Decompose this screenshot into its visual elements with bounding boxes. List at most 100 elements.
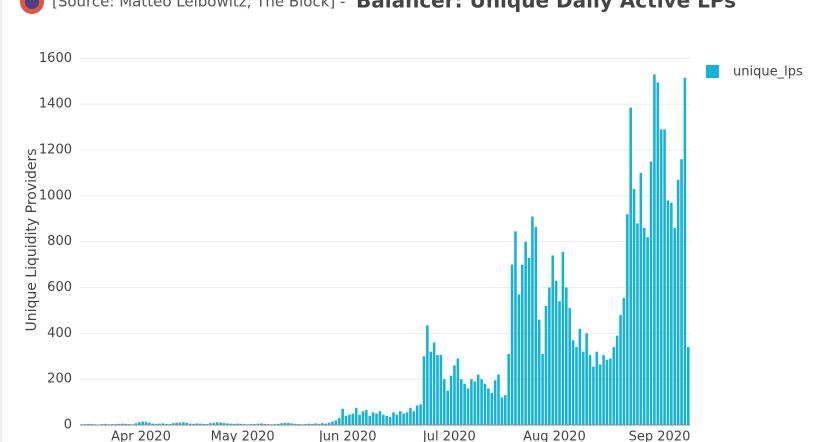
bar <box>680 159 683 426</box>
bar <box>588 355 592 425</box>
x-tick-label: Aug 2020 <box>523 430 586 442</box>
bar <box>510 264 514 425</box>
bar <box>317 423 321 425</box>
bar <box>402 413 405 425</box>
bar <box>649 161 653 425</box>
bar <box>151 423 155 425</box>
bar <box>138 422 141 425</box>
bar <box>344 415 348 425</box>
y-tick-label: 400 <box>47 326 72 341</box>
bar <box>615 335 619 425</box>
bar <box>222 422 226 425</box>
bar <box>527 257 531 425</box>
bar <box>385 415 388 425</box>
bar <box>283 422 287 425</box>
bar <box>371 412 375 425</box>
bar <box>212 422 216 425</box>
bar <box>439 355 443 425</box>
bar <box>378 411 382 425</box>
bar <box>314 423 317 425</box>
bar <box>541 353 544 425</box>
bar <box>653 74 656 425</box>
bar <box>202 423 205 425</box>
bar <box>632 188 636 425</box>
bar <box>561 251 565 425</box>
bar <box>395 414 399 425</box>
bar <box>534 226 538 425</box>
bar <box>398 411 402 425</box>
bar <box>175 422 178 425</box>
bar <box>670 202 673 425</box>
bar <box>432 342 436 425</box>
y-tick-label: 1200 <box>39 143 72 158</box>
bar <box>104 423 107 425</box>
bar <box>188 423 192 425</box>
bar <box>144 421 148 425</box>
bar <box>178 422 182 425</box>
bar <box>595 351 599 425</box>
x-tick-label: Jun 2020 <box>318 430 377 442</box>
bar <box>592 366 595 425</box>
bar <box>229 423 233 425</box>
bar <box>571 340 575 425</box>
bar <box>642 227 646 425</box>
x-tick-label: Sep 2020 <box>629 430 691 442</box>
bar <box>192 423 195 425</box>
bar <box>473 381 477 425</box>
bar <box>287 422 290 425</box>
bar <box>619 315 622 425</box>
bar <box>490 392 494 425</box>
bar <box>636 223 639 425</box>
bar <box>487 388 490 425</box>
bar <box>226 423 229 425</box>
bar <box>429 351 433 425</box>
bar <box>646 237 649 425</box>
bar <box>219 422 222 425</box>
x-tick-label: May 2020 <box>211 430 275 442</box>
y-tick-label: 600 <box>47 280 72 295</box>
bar <box>154 423 158 425</box>
bar <box>493 380 497 425</box>
bar <box>165 423 168 425</box>
bar <box>392 412 395 425</box>
bar <box>659 129 663 426</box>
bar <box>354 407 358 425</box>
bar <box>134 423 138 425</box>
bar <box>321 423 324 425</box>
bar <box>256 423 260 425</box>
bar <box>422 356 426 425</box>
bar <box>280 423 283 425</box>
bar <box>463 383 466 425</box>
bar <box>215 422 219 425</box>
bar <box>605 359 609 425</box>
bar <box>612 347 616 425</box>
y-axis-title: Unique Liquidity Providers <box>24 148 40 331</box>
bar <box>236 423 239 425</box>
bar <box>426 325 429 425</box>
bar <box>663 129 666 426</box>
bar <box>87 423 90 425</box>
legend-swatch <box>706 65 719 78</box>
bar <box>581 351 585 425</box>
y-tick-label: 200 <box>47 372 72 387</box>
bar <box>290 423 294 425</box>
bar <box>436 355 439 425</box>
bar <box>148 422 151 425</box>
bar <box>683 77 687 425</box>
bar <box>602 355 605 425</box>
bar <box>554 280 558 425</box>
bar <box>476 374 480 425</box>
bar <box>656 82 660 425</box>
y-tick-label: 1000 <box>39 188 72 203</box>
bar <box>578 328 582 425</box>
bar <box>531 216 534 425</box>
bar <box>676 179 680 425</box>
bar <box>409 407 412 425</box>
bar <box>568 308 571 425</box>
bar <box>480 379 483 425</box>
bar <box>182 422 185 425</box>
bar <box>673 227 677 425</box>
bar <box>459 379 463 425</box>
bar <box>507 353 510 425</box>
bar <box>365 410 368 425</box>
